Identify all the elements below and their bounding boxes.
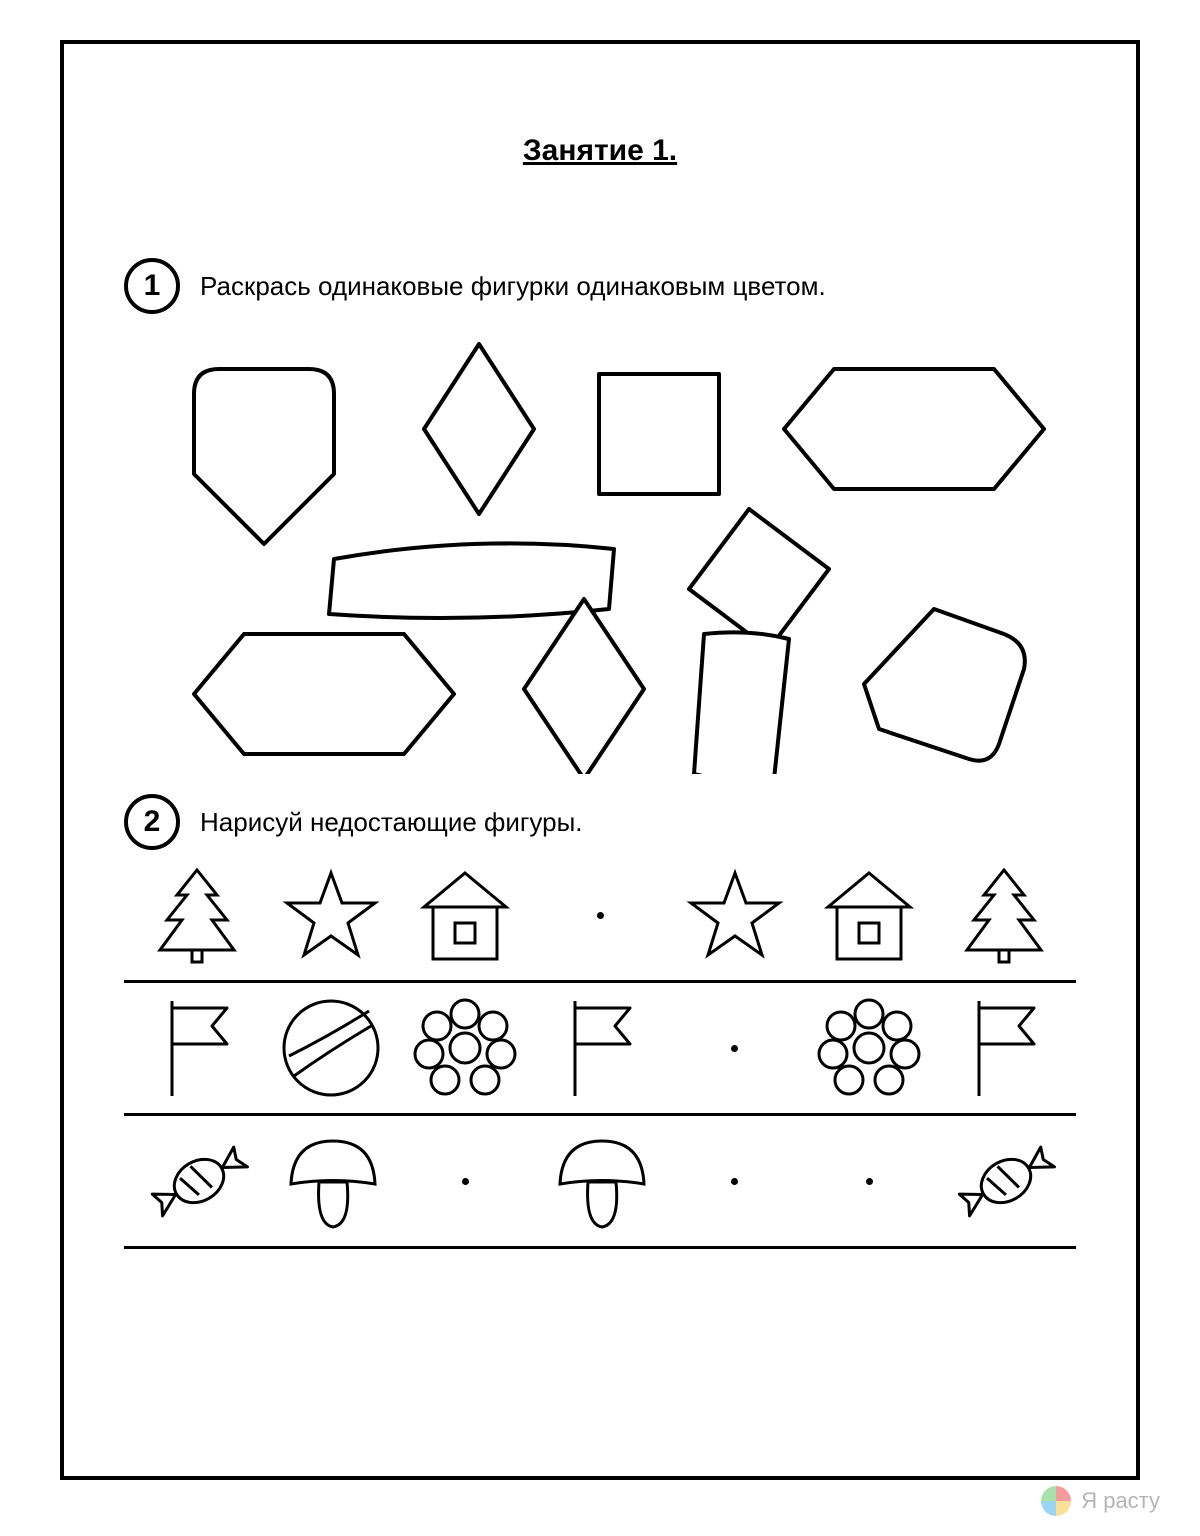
mushroom-icon [548,1129,653,1234]
shape-curved-rect [329,543,614,618]
house-icon [413,863,518,968]
task-2: 2 Нарисуй недостающие фигуры. [64,794,1136,1249]
page-title: Занятие 1. [64,134,1136,168]
pattern-row-1 [124,850,1076,983]
shape-rhombus [424,344,534,514]
ball-icon [279,996,384,1101]
shape-square [599,374,719,494]
flag-icon [144,996,249,1101]
house-icon [817,863,922,968]
missing-dot [682,1129,787,1234]
flag-icon [951,996,1056,1101]
page-frame: Занятие 1. 1 Раскрась одинаковые фигурки… [60,40,1140,1480]
missing-dot [548,863,653,968]
star-icon [682,863,787,968]
mushroom-icon [279,1129,384,1234]
task-1-number: 1 [124,258,180,314]
task-1-shapes-svg [124,334,1084,774]
watermark: Я расту [1041,1486,1160,1516]
tree-icon [951,863,1056,968]
task-2-header: 2 Нарисуй недостающие фигуры. [124,794,1076,850]
flower-icon [413,996,518,1101]
task-1-instruction: Раскрась одинаковые фигурки одинаковым ц… [200,271,826,302]
shape-rotated-square [689,509,829,649]
task-1-shapes-area [124,334,1076,764]
shape-curved-rect [694,632,789,774]
shape-hexagon [784,369,1044,489]
missing-dot [682,996,787,1101]
tree-icon [144,863,249,968]
shape-rhombus [524,599,644,774]
task-2-number: 2 [124,794,180,850]
star-icon [279,863,384,968]
task-1-header: 1 Раскрась одинаковые фигурки одинаковым… [124,258,1076,314]
flower-icon [817,996,922,1101]
task-1: 1 Раскрась одинаковые фигурки одинаковым… [64,258,1136,764]
watermark-text: Я расту [1081,1488,1160,1514]
pattern-row-2 [124,983,1076,1116]
flag-icon [548,996,653,1101]
task-2-instruction: Нарисуй недостающие фигуры. [200,807,583,838]
logo-ball-icon [1041,1486,1071,1516]
missing-dot [413,1129,518,1234]
shape-hexagon [194,634,454,754]
shape-shield-rotated [864,609,1025,761]
missing-dot [817,1129,922,1234]
shape-shield [194,369,334,544]
candy-icon [951,1129,1056,1234]
pattern-row-3 [124,1116,1076,1249]
candy-icon [144,1129,249,1234]
